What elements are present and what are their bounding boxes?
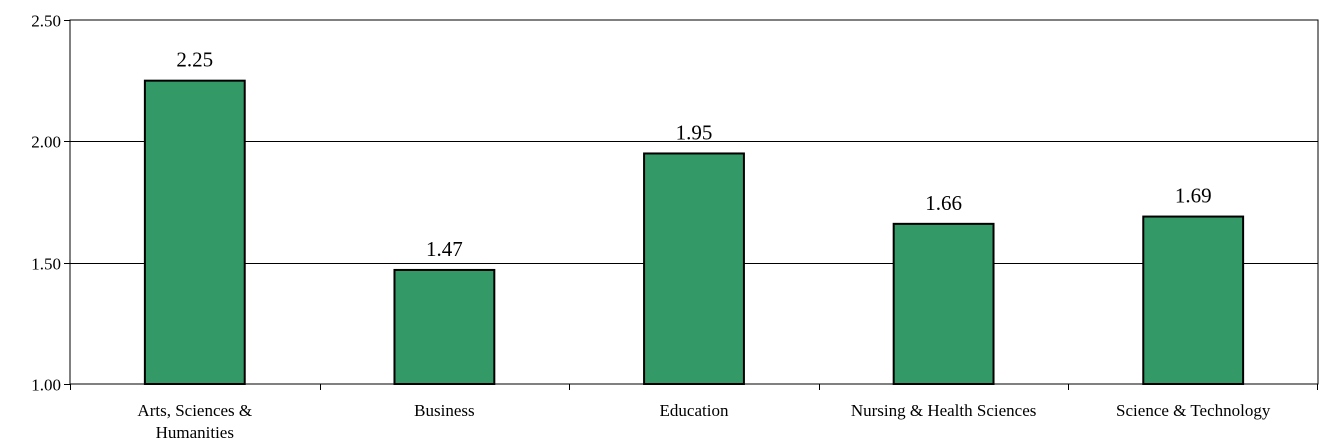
data-label: 1.47 (426, 237, 463, 261)
data-label: 1.69 (1175, 184, 1212, 208)
bars (143, 79, 1245, 386)
x-category-label-line: Education (660, 401, 729, 420)
x-category-label-line: Nursing & Health Sciences (851, 401, 1037, 420)
y-tick-label: 2.00 (31, 133, 61, 152)
bar (393, 268, 496, 385)
data-label: 1.95 (676, 120, 713, 144)
y-tick-label: 1.00 (31, 376, 61, 395)
bar (1142, 215, 1245, 385)
data-label: 2.25 (176, 48, 213, 72)
labels: 1.00 1.50 2.00 2.50 2.25 Arts, Sciences & Huma… (31, 12, 1271, 443)
bar (143, 79, 246, 386)
plot-area-border (69, 19, 1319, 385)
axes (64, 19, 1319, 390)
x-category-label: Nursing & Health Sciences (851, 401, 1037, 420)
x-category-label-line: Humanities (156, 423, 234, 442)
x-category-label-line: Arts, Sciences & (137, 401, 252, 420)
y-tick-label: 1.50 (31, 255, 61, 274)
x-category-label: Science & Technology (1116, 401, 1271, 420)
x-category-label-line: Science & Technology (1116, 401, 1271, 420)
bar (643, 152, 745, 385)
y-tick-label: 2.50 (31, 12, 61, 31)
x-category-label: Education (660, 401, 729, 420)
bar (892, 222, 995, 385)
x-category-label: Arts, Sciences & Humanities (137, 401, 252, 442)
data-label: 1.66 (925, 191, 962, 215)
x-category-label-line: Business (414, 401, 474, 420)
x-category-label: Business (414, 401, 474, 420)
